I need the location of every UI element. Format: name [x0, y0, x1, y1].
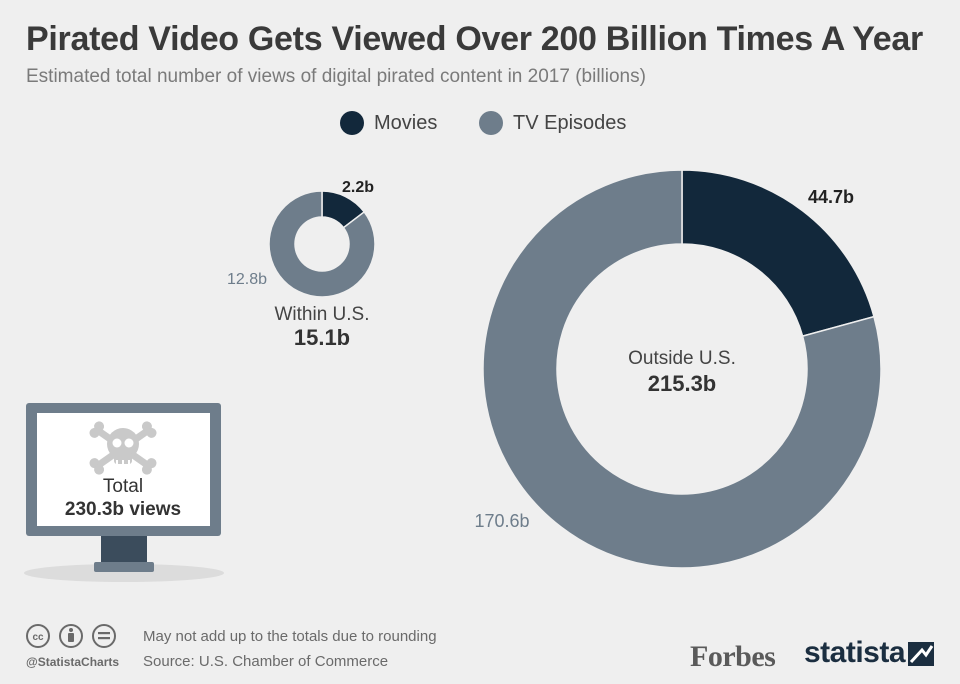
legend-label-tv: TV Episodes — [513, 111, 627, 134]
chart-subtitle: Estimated total number of views of digit… — [26, 66, 646, 87]
svg-text:cc: cc — [32, 632, 44, 643]
slice-label-outside-movies: 44.7b — [808, 187, 854, 207]
center-label-within: Within U.S. — [274, 304, 369, 325]
no-derivatives-icon — [92, 624, 116, 648]
cc-icon: cc — [26, 624, 50, 648]
statista-logo: statista — [804, 636, 906, 669]
footer-note: May not add up to the totals due to roun… — [143, 628, 437, 645]
chart-title: Pirated Video Gets Viewed Over 200 Billi… — [26, 20, 923, 58]
slice-label-within-tv: 12.8b — [227, 271, 267, 288]
total-value: 230.3b views — [64, 499, 182, 520]
center-value-outside: 215.3b — [648, 371, 717, 396]
center-label-outside: Outside U.S. — [628, 348, 736, 369]
attribution-icon — [59, 624, 83, 648]
statista-charts-handle: @StatistaCharts — [26, 655, 120, 669]
skull-crossbones-icon — [89, 421, 157, 475]
legend-item-tv: TV Episodes — [479, 110, 626, 136]
within-slice-tv — [268, 190, 376, 298]
legend-swatch-tv — [479, 111, 503, 135]
outside-slice-movies — [681, 169, 875, 338]
slice-label-outside-tv: 170.6b — [474, 511, 529, 531]
slice-label-within-movies: 2.2b — [342, 179, 374, 196]
center-value-within: 15.1b — [294, 325, 350, 350]
total-label: Total — [102, 476, 144, 497]
legend-label-movies: Movies — [374, 111, 438, 134]
donut-within-us — [268, 190, 376, 298]
forbes-logo: Forbes — [690, 640, 776, 673]
legend-swatch-movies — [340, 111, 364, 135]
statista-logo-icon — [908, 642, 934, 666]
legend-item-movies: Movies — [340, 110, 437, 136]
donut-outside-us — [482, 169, 882, 569]
outside-slice-tv — [482, 169, 882, 569]
footer-source: Source: U.S. Chamber of Commerce — [143, 653, 389, 670]
